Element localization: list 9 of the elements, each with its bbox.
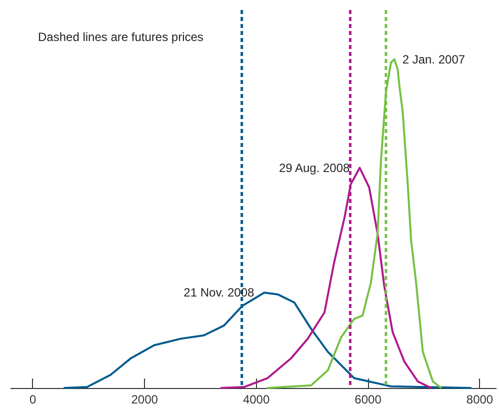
series-label: 2 Jan. 2007 <box>402 52 466 66</box>
x-tick-label: 0 <box>30 392 36 406</box>
series-label: 29 Aug. 2008 <box>278 160 350 175</box>
x-tick-label: 4000 <box>242 392 270 406</box>
x-tick-label: 8000 <box>466 392 494 406</box>
x-tick-label: 6000 <box>354 392 382 406</box>
text: Dashed lines are futures prices <box>38 30 204 44</box>
x-tick-label: 2000 <box>131 392 158 406</box>
series-label: 21 Nov. 2008 <box>184 286 254 300</box>
